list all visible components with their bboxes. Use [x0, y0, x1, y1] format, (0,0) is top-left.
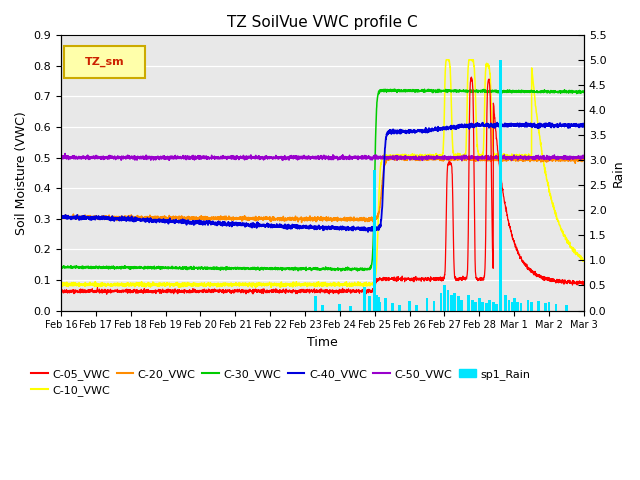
- Bar: [508, 300, 510, 311]
- Bar: [375, 296, 378, 311]
- Bar: [504, 296, 507, 311]
- Bar: [457, 297, 460, 311]
- Bar: [548, 301, 550, 311]
- Y-axis label: Soil Moisture (VWC): Soil Moisture (VWC): [15, 111, 28, 235]
- Bar: [450, 296, 452, 311]
- Bar: [377, 298, 380, 311]
- Bar: [471, 300, 474, 311]
- Bar: [481, 301, 484, 311]
- Bar: [443, 286, 446, 311]
- Bar: [474, 301, 477, 311]
- Bar: [373, 170, 376, 311]
- Bar: [447, 290, 449, 311]
- Bar: [433, 300, 435, 311]
- Bar: [530, 301, 533, 311]
- Bar: [478, 298, 481, 311]
- Bar: [426, 298, 428, 311]
- Bar: [368, 297, 371, 311]
- Bar: [314, 297, 317, 311]
- Bar: [384, 298, 387, 311]
- Bar: [516, 301, 519, 311]
- Title: TZ SoilVue VWC profile C: TZ SoilVue VWC profile C: [227, 15, 418, 30]
- Y-axis label: Rain: Rain: [612, 159, 625, 187]
- Bar: [492, 301, 495, 311]
- FancyBboxPatch shape: [63, 47, 145, 78]
- Bar: [537, 300, 540, 311]
- Text: TZ_sm: TZ_sm: [84, 57, 124, 67]
- Bar: [454, 293, 456, 311]
- Bar: [460, 300, 463, 311]
- Bar: [499, 60, 502, 311]
- Bar: [397, 304, 401, 311]
- Bar: [378, 301, 381, 311]
- Bar: [520, 303, 522, 311]
- Bar: [408, 300, 411, 311]
- Bar: [349, 305, 352, 311]
- Bar: [544, 303, 547, 311]
- Bar: [321, 304, 324, 311]
- Bar: [415, 304, 418, 311]
- Legend: C-05_VWC, C-10_VWC, C-20_VWC, C-30_VWC, C-40_VWC, C-50_VWC, sp1_Rain: C-05_VWC, C-10_VWC, C-20_VWC, C-30_VWC, …: [27, 364, 534, 400]
- X-axis label: Time: Time: [307, 336, 338, 349]
- Bar: [527, 300, 529, 311]
- Bar: [513, 298, 516, 311]
- Bar: [391, 302, 394, 311]
- Bar: [554, 303, 557, 311]
- Bar: [339, 303, 341, 311]
- Bar: [485, 303, 488, 311]
- Bar: [440, 293, 442, 311]
- Bar: [363, 288, 365, 311]
- Bar: [467, 296, 470, 311]
- Bar: [565, 304, 568, 311]
- Bar: [495, 303, 498, 311]
- Bar: [488, 300, 491, 311]
- Bar: [511, 301, 514, 311]
